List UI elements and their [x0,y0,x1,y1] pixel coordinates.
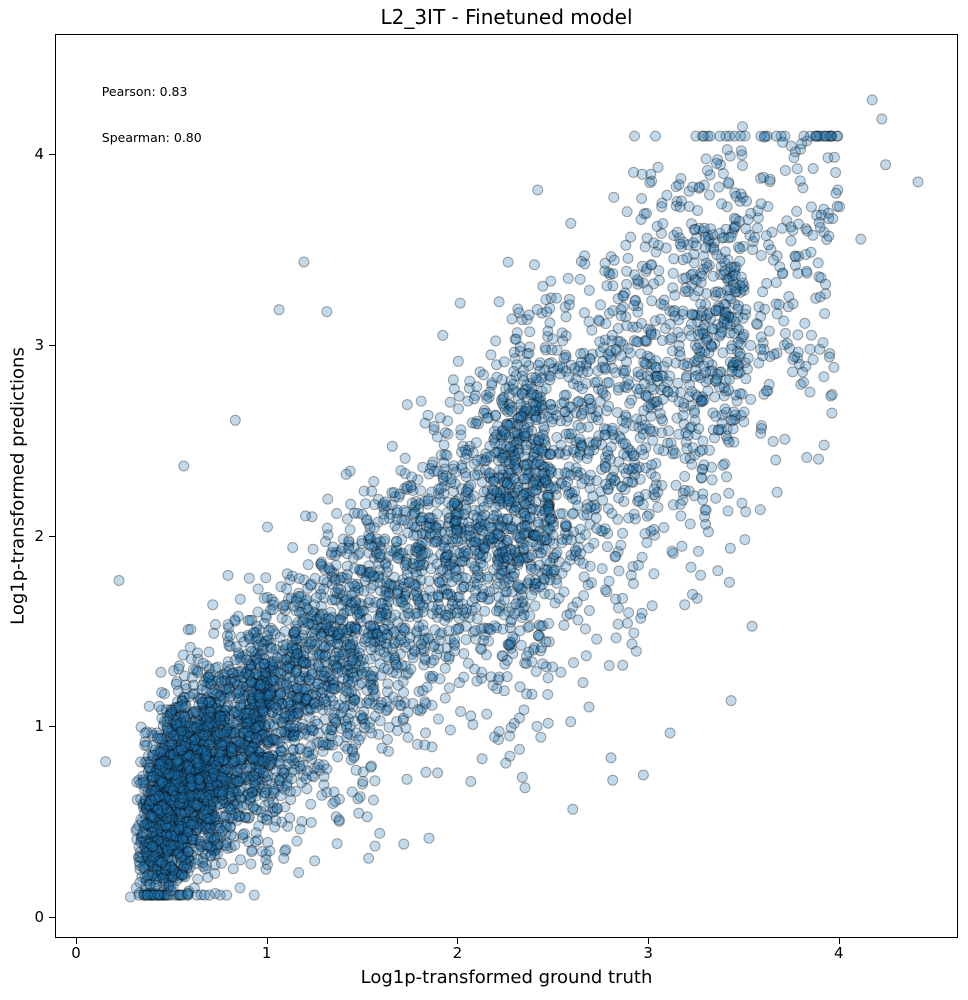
y-tick-label: 3 [34,335,44,354]
y-tick-label: 1 [34,717,44,736]
scatter-points [100,94,924,903]
x-tick-label: 1 [261,944,272,962]
x-tick-label: 4 [834,944,844,962]
x-tick [457,938,459,944]
x-tick-label: 0 [71,944,81,962]
x-tick [838,938,840,944]
y-tick [49,344,55,346]
chart-title: L2_3IT - Finetuned model [380,5,633,29]
y-tick-label: 0 [34,908,44,926]
x-tick-label: 3 [643,944,653,962]
x-tick-label: 2 [452,944,463,962]
pearson-annotation: Pearson: 0.83 [101,84,188,100]
y-tick [49,154,55,156]
y-tick [49,917,55,918]
x-axis-label: Log1p-transformed ground truth [360,967,653,988]
y-tick-label: 4 [34,145,44,164]
y-tick [49,726,55,728]
spearman-annotation: Spearman: 0.80 [101,130,202,146]
y-tick [49,535,55,537]
y-axis-label: Log1p-transformed predictions [7,347,29,625]
x-tick [76,938,77,944]
x-tick [266,938,268,944]
plot-area: Pearson: 0.83 Spearman: 0.80 [55,34,958,938]
x-tick [648,938,650,944]
y-tick-label: 2 [34,526,44,545]
